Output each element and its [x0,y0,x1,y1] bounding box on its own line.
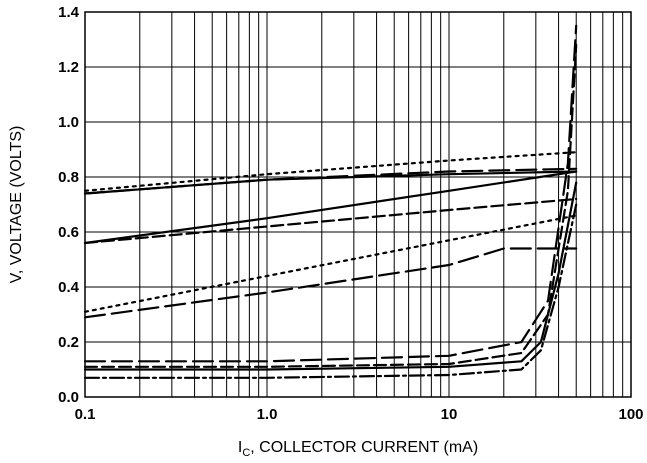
y-tick-label: 0.2 [58,334,79,351]
y-tick-label: 1.2 [58,59,79,76]
series-line-10 [83,181,578,371]
series-line-9 [83,43,578,368]
series-line-8 [83,24,578,363]
series-line-4 [83,170,578,245]
x-axis-title: IC, COLLECTOR CURRENT (mA) [238,439,478,459]
series-line-11 [83,203,578,379]
series-line-2 [83,151,578,192]
y-tick-labels: 0.0 0.2 0.4 0.6 0.8 1.0 1.2 1.4 [58,4,80,406]
y-tick-label: 0.0 [58,389,79,406]
series-line-7 [83,247,578,319]
y-axis-title: V, VOLTAGE (VOLTS) [8,126,25,284]
x-tick-label: 100 [618,406,643,423]
series-line-3 [83,167,578,195]
x-tick-label: 0.1 [75,406,96,423]
y-tick-label: 0.4 [58,279,80,296]
x-tick-label: 10 [441,406,458,423]
plot-frame [84,11,632,398]
y-tick-label: 0.8 [58,169,79,186]
grid [85,12,631,397]
y-tick-label: 1.4 [58,4,80,21]
series-line-5 [83,197,578,245]
y-tick-label: 0.6 [58,224,79,241]
x-tick-label: 1.0 [257,406,278,423]
series-group [83,24,578,379]
y-tick-label: 1.0 [58,114,79,131]
x-tick-labels: 0.1 1.0 10 100 [75,406,644,423]
series-line-6 [83,214,578,313]
